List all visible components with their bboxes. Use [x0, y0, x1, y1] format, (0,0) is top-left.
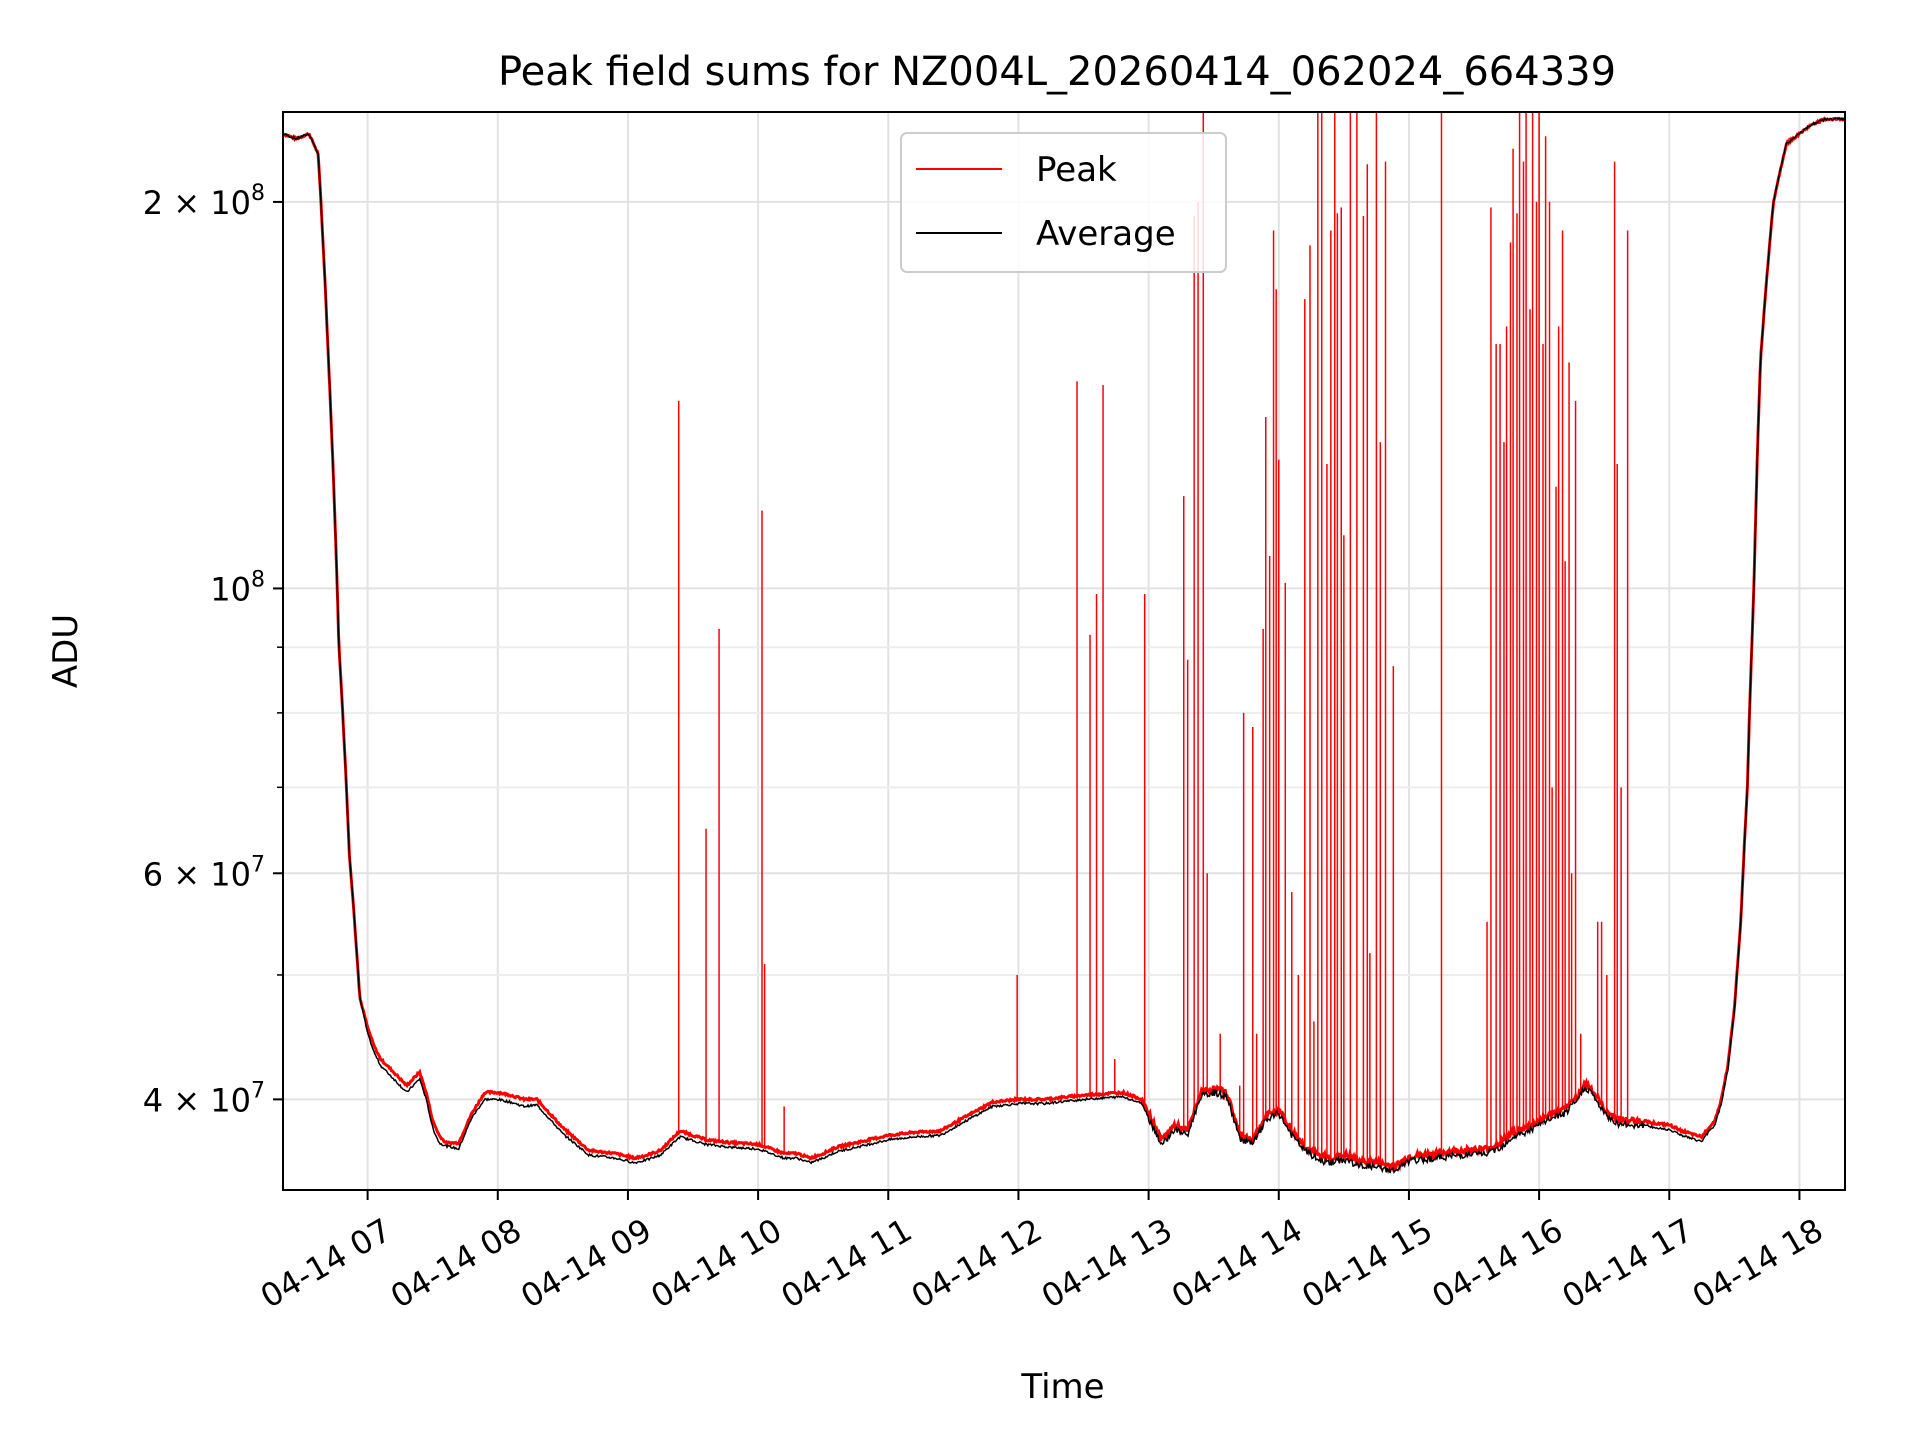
- x-axis-label: Time: [1020, 1367, 1104, 1407]
- plot-area: [283, 112, 1845, 1175]
- average-series: [283, 116, 1845, 1175]
- legend: Peak Average: [900, 132, 1227, 273]
- peak-line: [283, 116, 1845, 1174]
- y-tick-label: 2 × 108: [143, 181, 265, 222]
- legend-box: [900, 132, 1227, 273]
- y-tick-label: 6 × 107: [143, 852, 265, 893]
- peak-series: [283, 112, 1845, 1174]
- y-axis-label: ADU: [46, 614, 86, 688]
- y-axis: 4 × 107 6 × 107 108 2 × 108: [143, 181, 283, 1119]
- axes-frame: [282, 111, 1846, 1191]
- y-tick-label: 4 × 107: [143, 1078, 265, 1119]
- chart-title: Peak field sums for NZ004L_20260414_0620…: [498, 49, 1616, 95]
- average-line: [283, 116, 1845, 1175]
- y-tick-label: 108: [210, 567, 265, 608]
- legend-peak-label: Peak: [1036, 150, 1117, 190]
- legend-average-label: Average: [1036, 214, 1176, 254]
